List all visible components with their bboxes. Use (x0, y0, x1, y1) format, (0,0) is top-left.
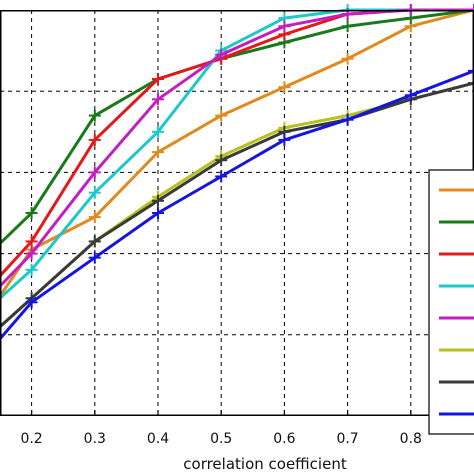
data-point-marker (341, 52, 354, 65)
data-point-marker (88, 186, 101, 199)
data-point-marker (88, 109, 101, 122)
data-point-marker (278, 20, 291, 33)
series-path (0, 8, 474, 289)
x-tick-label: 0.6 (273, 431, 295, 447)
data-point-marker (152, 73, 164, 86)
series-path (0, 81, 474, 329)
data-point-marker (404, 89, 417, 102)
series-line (0, 77, 474, 329)
data-point-marker (468, 77, 474, 90)
data-point-marker (341, 20, 354, 33)
series-path (0, 81, 474, 329)
x-axis-label: correlation coefficient (183, 455, 347, 473)
plot-frame (0, 10, 474, 416)
data-point-marker (341, 113, 354, 126)
data-point-marker (278, 81, 291, 94)
data-point-marker (152, 146, 164, 159)
x-tick-label: 0.2 (20, 431, 42, 447)
data-point-marker (25, 235, 38, 248)
series-line (0, 64, 474, 342)
data-point-marker (25, 263, 38, 276)
data-point-marker (152, 194, 164, 207)
data-point-marker (215, 170, 228, 183)
data-point-marker (152, 125, 164, 138)
data-point-marker (468, 64, 474, 77)
data-point-marker (215, 154, 228, 167)
data-point-marker (88, 133, 101, 146)
legend-box (428, 169, 474, 435)
series-line (0, 4, 474, 246)
data-point-marker (215, 109, 228, 122)
data-point-marker (88, 166, 101, 179)
x-tick-labels: 0.2 0.3 0.4 0.5 0.6 0.7 0.8 (20, 410, 422, 447)
legend (428, 169, 474, 435)
data-point-marker (25, 296, 38, 309)
data-point-marker (88, 251, 101, 264)
x-tick-label: 0.5 (210, 431, 232, 447)
series-line (0, 77, 474, 329)
series-lines (0, 4, 474, 342)
grid-lines (0, 10, 474, 416)
data-point-marker (88, 211, 101, 224)
data-point-marker (25, 247, 38, 260)
data-point-marker (215, 48, 228, 61)
data-point-marker (152, 93, 164, 106)
series-path (0, 8, 474, 246)
x-tick-label: 0.8 (400, 431, 422, 447)
x-tick-label: 0.4 (147, 431, 169, 447)
data-point-marker (152, 207, 164, 219)
x-tick-label: 0.7 (336, 431, 358, 447)
x-tick-label: 0.3 (84, 431, 106, 447)
data-point-marker (88, 235, 101, 248)
data-point-marker (278, 133, 291, 146)
data-point-marker (25, 207, 38, 219)
